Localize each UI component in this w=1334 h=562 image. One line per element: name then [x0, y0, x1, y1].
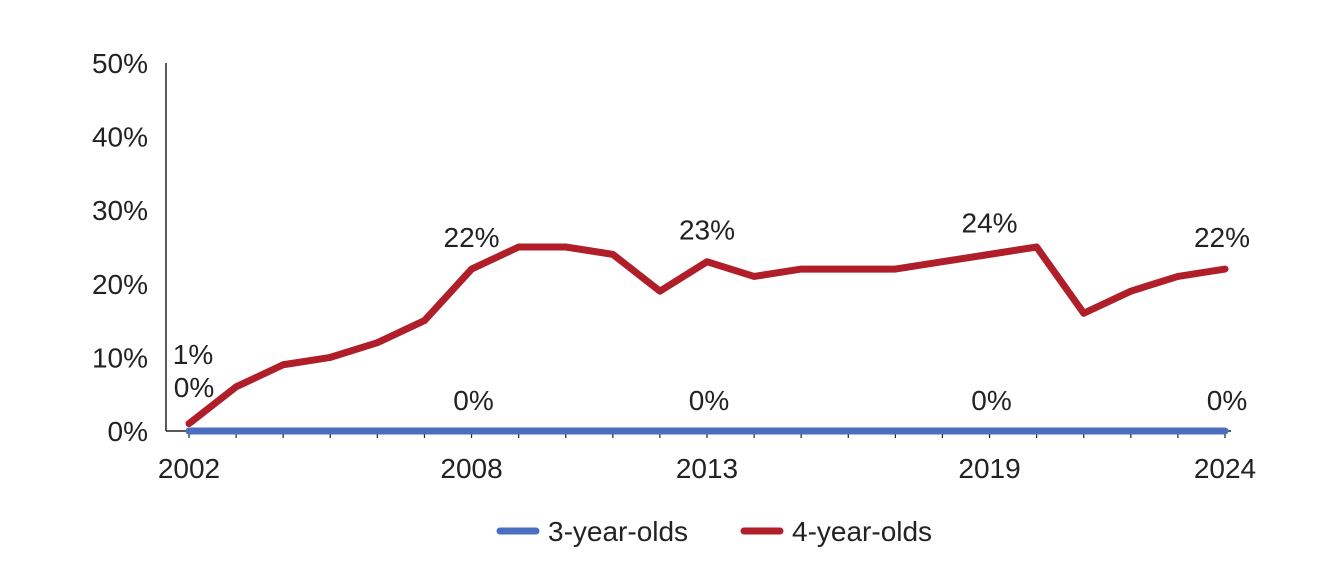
y-tick-label: 0%	[108, 416, 148, 447]
y-tick-label: 20%	[92, 269, 148, 300]
legend-label: 4-year-olds	[792, 516, 932, 547]
data-label-3-year-olds: 0%	[1207, 385, 1247, 416]
x-tick-label: 2013	[676, 453, 738, 484]
chart-series	[185, 243, 1229, 435]
y-tick-label: 40%	[92, 122, 148, 153]
x-tick-label: 2024	[1194, 453, 1256, 484]
legend-label: 3-year-olds	[548, 516, 688, 547]
series-line-4-year-olds	[185, 243, 1229, 428]
y-tick-label: 30%	[92, 195, 148, 226]
chart-legend: 3-year-olds 4-year-olds	[496, 516, 932, 547]
y-tick-label: 10%	[92, 342, 148, 373]
data-label-4-year-olds: 22%	[1194, 222, 1250, 253]
x-tick-label: 2019	[958, 453, 1020, 484]
data-label-4-year-olds: 22%	[444, 222, 500, 253]
chart-axes: 0% 10% 20% 30% 40% 50% 2002 2008 2013 2019 2024	[92, 48, 1256, 484]
x-tick-label: 2008	[440, 453, 502, 484]
data-label-3-year-olds: 0%	[689, 385, 729, 416]
data-label-4-year-olds: 23%	[679, 215, 735, 246]
y-tick-label: 50%	[92, 48, 148, 79]
data-label-3-year-olds: 0%	[174, 372, 214, 403]
data-label-4-year-olds: 1%	[173, 339, 213, 370]
data-label-3-year-olds: 0%	[971, 385, 1011, 416]
data-label-4-year-olds: 24%	[962, 207, 1018, 238]
data-label-3-year-olds: 0%	[453, 385, 493, 416]
x-tick-label: 2002	[158, 453, 220, 484]
chart-data-labels: 0% 0% 0% 0% 0%1%22% 23% 24% 22%	[173, 207, 1250, 416]
